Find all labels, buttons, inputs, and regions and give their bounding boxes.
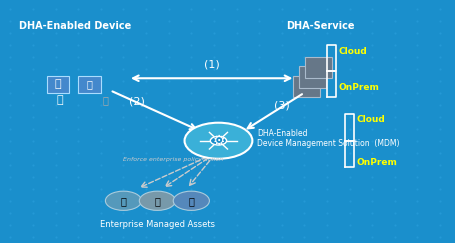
Text: 💻: 💻: [102, 95, 108, 105]
Circle shape: [173, 191, 209, 210]
Circle shape: [210, 136, 227, 145]
Text: 🏭: 🏭: [121, 196, 126, 206]
Text: DHA-Enabled Device: DHA-Enabled Device: [20, 21, 132, 31]
Text: 💻: 💻: [86, 79, 92, 89]
Text: OnPrem: OnPrem: [339, 83, 379, 92]
Text: 🏗: 🏗: [188, 196, 194, 206]
Text: OnPrem: OnPrem: [356, 158, 397, 167]
Text: Cloud: Cloud: [339, 47, 367, 56]
Text: (1): (1): [204, 60, 220, 70]
Text: (3): (3): [274, 101, 290, 111]
Bar: [299, 66, 326, 88]
Text: (2): (2): [129, 96, 145, 106]
Circle shape: [139, 191, 176, 210]
Text: DHA-Enabled
Device Management Solution  (MDM): DHA-Enabled Device Management Solution (…: [257, 129, 399, 148]
Bar: [293, 76, 320, 97]
Text: Enterprise Managed Assets: Enterprise Managed Assets: [100, 220, 215, 229]
Text: Cloud: Cloud: [356, 115, 385, 124]
Circle shape: [185, 123, 253, 159]
Text: 📱: 📱: [57, 95, 64, 105]
Bar: [46, 73, 119, 102]
Bar: [78, 76, 101, 93]
Text: ⚙: ⚙: [212, 134, 225, 148]
Text: 🖥: 🖥: [55, 79, 61, 89]
Circle shape: [106, 191, 142, 210]
Text: Enforce enterprise policy action: Enforce enterprise policy action: [123, 157, 223, 162]
Bar: [46, 76, 69, 93]
Text: DHA-Service: DHA-Service: [286, 21, 355, 31]
Text: 🏢: 🏢: [154, 196, 160, 206]
Bar: [305, 57, 332, 78]
